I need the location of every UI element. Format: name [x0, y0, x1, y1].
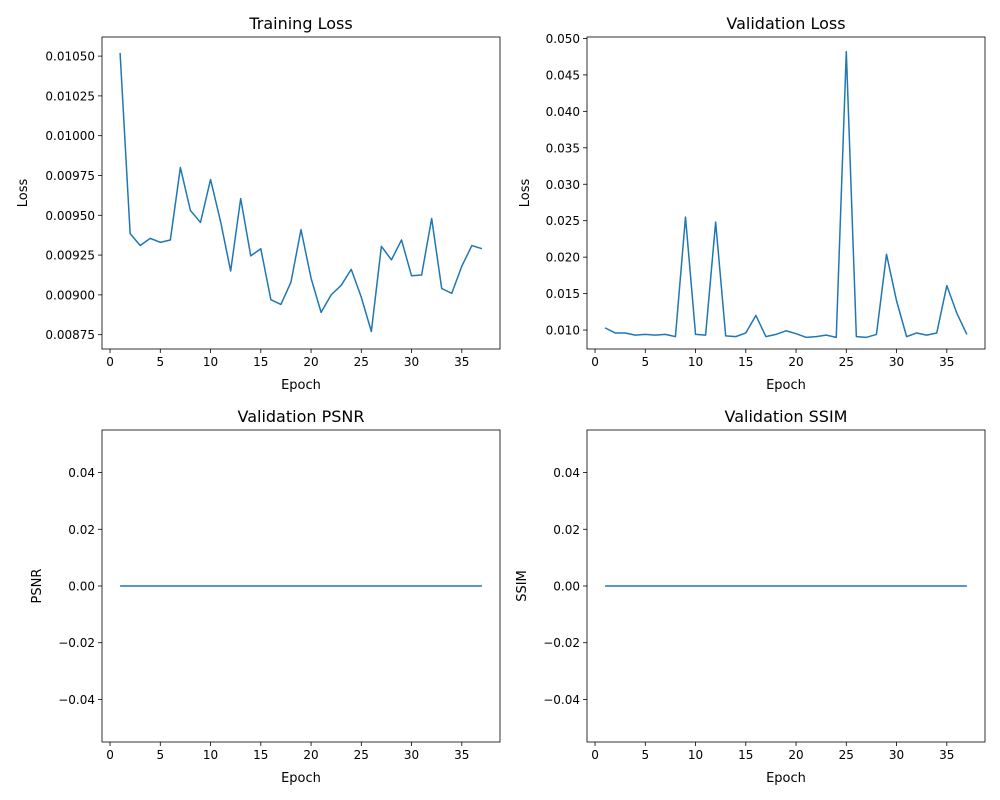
- plot-area: 0 5 10 15 20 25 30 35 −0.04 −0.02 0.00 0.02 0.04: [58, 429, 501, 762]
- plot-area: 0 5 10 15 20 25 30 35 0.010 0.015 0.020 0.025 0.030 0…: [546, 32, 986, 369]
- y-tick-label: 0.050: [546, 32, 580, 46]
- subplot-validation-loss: Validation Loss Epoch Loss 0 5 10 15 20 25 30 3…: [518, 14, 986, 393]
- y-tick-label: 0.01000: [45, 129, 95, 143]
- x-tick-label: 20: [788, 355, 803, 369]
- x-tick-label: 15: [253, 748, 268, 762]
- x-tick-label: 35: [454, 748, 469, 762]
- axes-frame: [586, 429, 986, 743]
- x-tick-label: 25: [354, 748, 369, 762]
- x-tick-label: 0: [106, 355, 114, 369]
- y-tick-label: 0.030: [546, 178, 580, 192]
- axes-frame: [101, 429, 501, 743]
- x-axis-label: Epoch: [766, 771, 806, 786]
- y-tick-label: 0.01025: [45, 89, 95, 103]
- y-axis-label: PSNR: [30, 569, 45, 604]
- y-tick-label: 0.02: [68, 523, 95, 537]
- axes-frame: [586, 36, 986, 350]
- y-tick-label: 0.00900: [45, 288, 95, 302]
- plot-area: 0 5 10 15 20 25 30 35 −0.04 −0.02 0.00 0.02 0.04: [543, 429, 986, 762]
- y-axis-label: SSIM: [515, 570, 530, 602]
- x-tick-label: 5: [641, 748, 649, 762]
- x-tick-label: 25: [839, 748, 854, 762]
- x-tick-label: 30: [404, 355, 419, 369]
- x-tick-label: 20: [303, 748, 318, 762]
- subplot-title: Validation Loss: [726, 14, 845, 33]
- y-tick-label: 0.020: [546, 251, 580, 265]
- y-tick-label: 0.02: [553, 523, 580, 537]
- x-tick-label: 10: [688, 748, 703, 762]
- y-tick-label: −0.02: [543, 636, 580, 650]
- x-tick-label: 35: [939, 355, 954, 369]
- y-axis-label: Loss: [518, 179, 533, 208]
- x-axis-label: Epoch: [281, 378, 321, 393]
- y-axis-label: Loss: [16, 179, 31, 208]
- y-tick-label: 0.025: [546, 214, 580, 228]
- y-tick-label: 0.01050: [45, 50, 95, 64]
- y-tick-label: 0.035: [546, 141, 580, 155]
- x-tick-label: 35: [939, 748, 954, 762]
- y-tick-label: 0.040: [546, 105, 580, 119]
- subplot-validation-ssim: Validation SSIM Epoch SSIM 0 5 10 15 20 25 30 3…: [515, 407, 986, 786]
- x-tick-label: 0: [591, 748, 599, 762]
- y-tick-label: 0.04: [553, 466, 580, 480]
- y-tick-label: 0.00875: [45, 328, 95, 342]
- subplot-title: Validation SSIM: [725, 407, 848, 426]
- y-tick-label: 0.010: [546, 324, 580, 338]
- y-tick-label: −0.04: [543, 693, 580, 707]
- y-tick-label: 0.00925: [45, 249, 95, 263]
- x-tick-label: 5: [156, 355, 164, 369]
- x-tick-label: 20: [788, 748, 803, 762]
- subplot-training-loss: Training Loss Epoch Loss 0 5 10 15 20 25 30 350…: [16, 14, 501, 393]
- y-tick-label: 0.00: [68, 580, 95, 594]
- x-tick-label: 35: [454, 355, 469, 369]
- y-tick-label: 0.00975: [45, 169, 95, 183]
- x-tick-label: 30: [404, 748, 419, 762]
- x-tick-label: 10: [203, 355, 218, 369]
- x-axis-label: Epoch: [766, 378, 806, 393]
- x-tick-label: 25: [839, 355, 854, 369]
- x-axis-label: Epoch: [281, 771, 321, 786]
- x-tick-label: 0: [106, 748, 114, 762]
- subplot-validation-psnr: Validation PSNR Epoch PSNR 0 5 10 15 20 25 30 3…: [30, 407, 501, 786]
- x-tick-label: 5: [641, 355, 649, 369]
- x-tick-label: 10: [688, 355, 703, 369]
- x-tick-label: 15: [738, 748, 753, 762]
- x-tick-label: 30: [889, 355, 904, 369]
- y-tick-label: 0.015: [546, 287, 580, 301]
- x-tick-label: 20: [303, 355, 318, 369]
- axes-frame: [101, 36, 501, 350]
- y-tick-label: −0.02: [58, 636, 95, 650]
- y-tick-label: −0.04: [58, 693, 95, 707]
- x-tick-label: 10: [203, 748, 218, 762]
- x-tick-label: 15: [738, 355, 753, 369]
- x-tick-label: 5: [156, 748, 164, 762]
- subplot-title: Training Loss: [248, 14, 352, 33]
- y-tick-label: 0.04: [68, 466, 95, 480]
- x-tick-label: 30: [889, 748, 904, 762]
- subplot-title: Validation PSNR: [238, 407, 365, 426]
- y-tick-label: 0.045: [546, 68, 580, 82]
- x-tick-label: 15: [253, 355, 268, 369]
- x-tick-label: 25: [354, 355, 369, 369]
- x-tick-label: 0: [591, 355, 599, 369]
- y-tick-label: 0.00950: [45, 209, 95, 223]
- y-tick-label: 0.00: [553, 580, 580, 594]
- plot-area: 0 5 10 15 20 25 30 35 0.00875 0.00900 0.00925 0.009…: [45, 36, 501, 369]
